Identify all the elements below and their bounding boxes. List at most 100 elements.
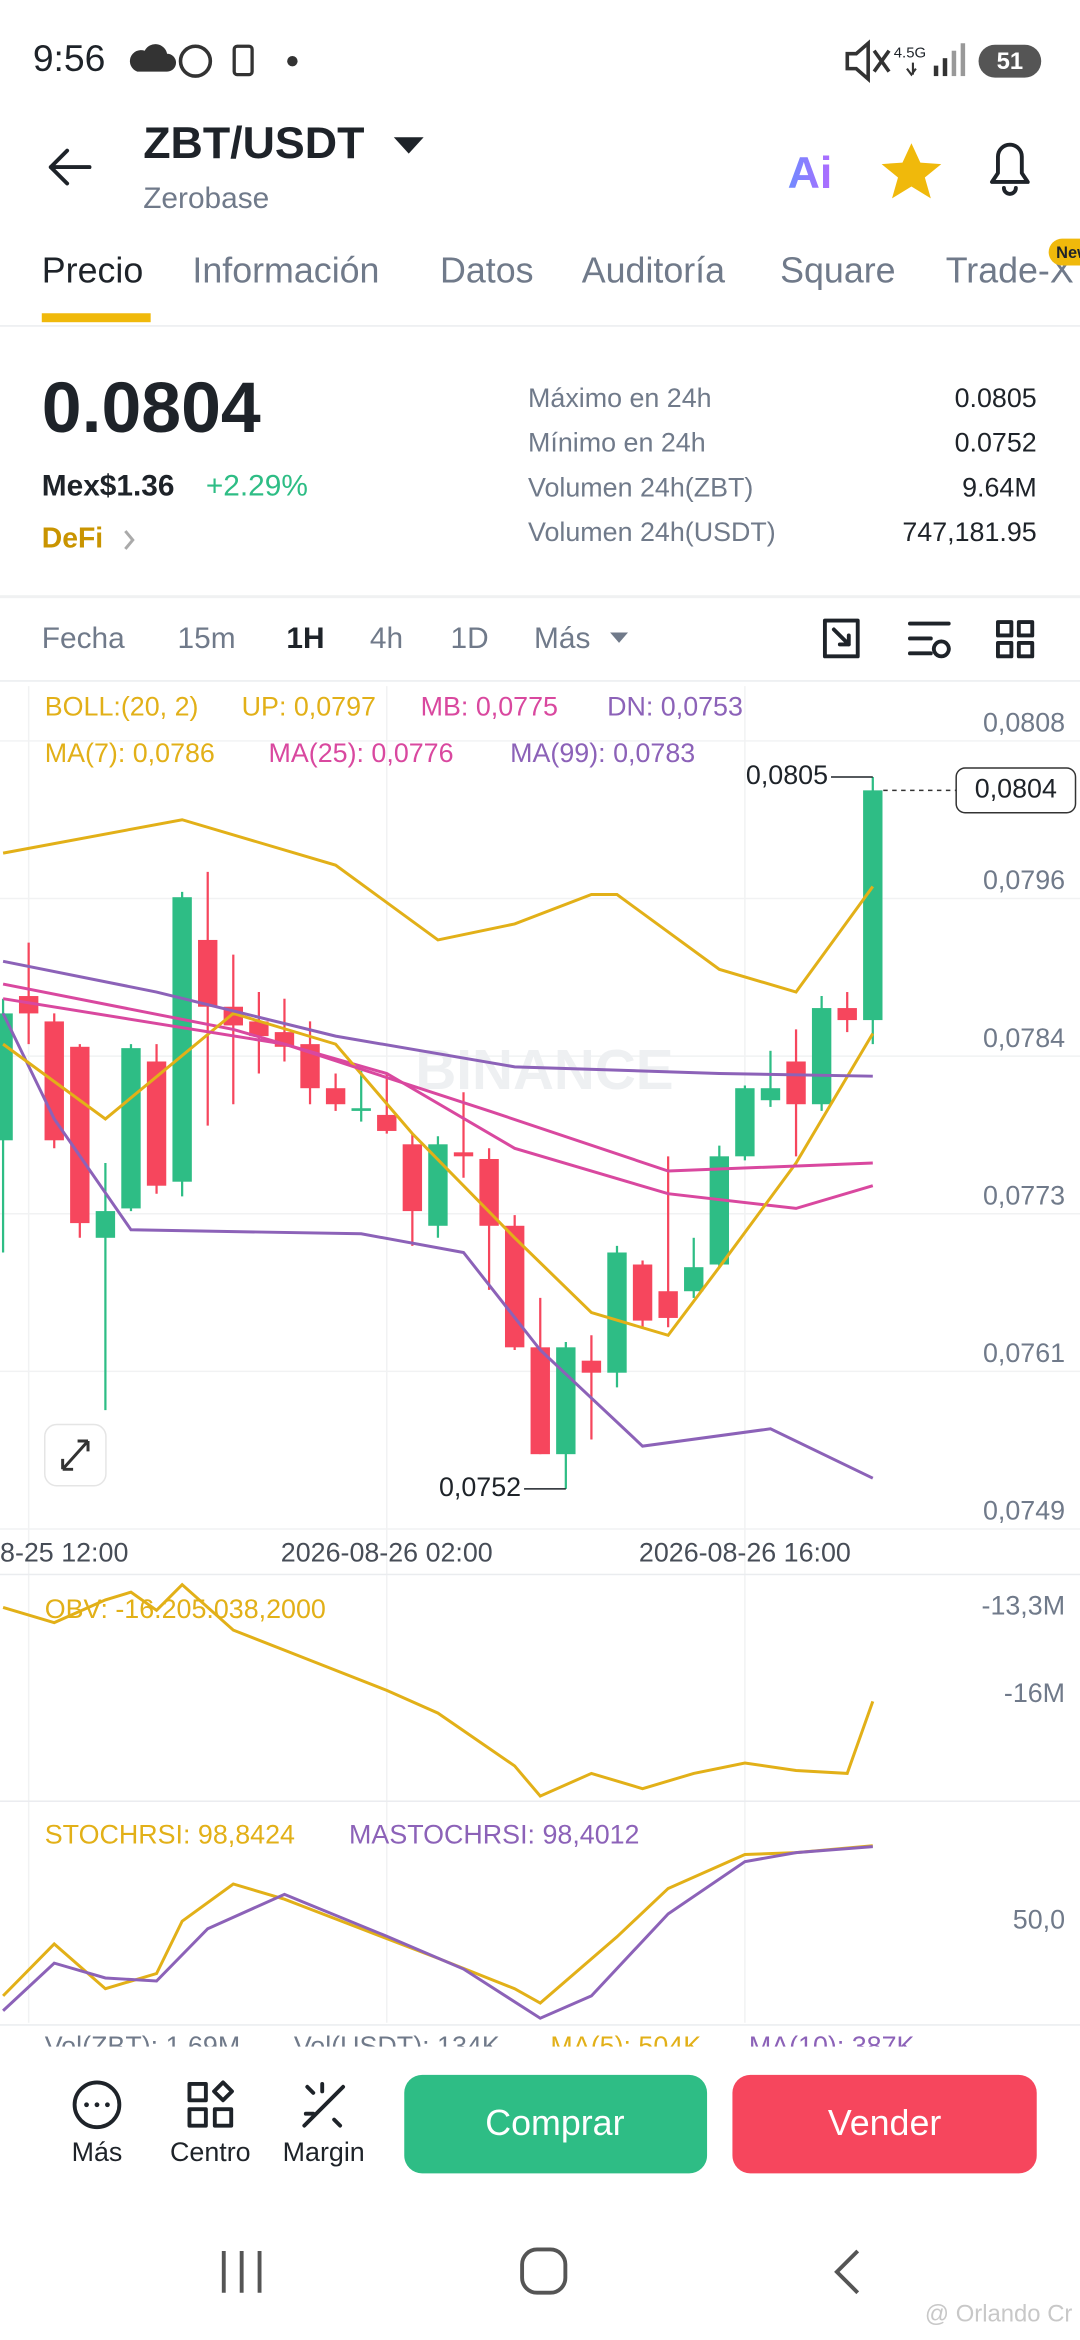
candle-body (709, 1156, 730, 1265)
signal-bar (942, 58, 948, 77)
interval[interactable]: 1H (286, 622, 324, 655)
indicator-line (2, 1844, 873, 2005)
divider (0, 2024, 1080, 2026)
candle-body (377, 1114, 397, 1131)
y-tick-label: 50,0 (1013, 1904, 1065, 1934)
mute-icon (845, 39, 891, 84)
indicator-line (2, 959, 873, 1078)
signal-bar (951, 50, 957, 77)
divider (0, 1573, 1080, 1576)
divider (0, 680, 1080, 682)
x-tick-label: 8-25 12:00 (0, 1537, 128, 1567)
tab[interactable]: Square (780, 250, 895, 290)
candle-body (837, 1008, 857, 1021)
candle-body (530, 1347, 550, 1455)
action-label[interactable]: Margin (283, 2137, 365, 2167)
margin-icon[interactable] (302, 2081, 346, 2128)
action-label[interactable]: Centro (170, 2137, 251, 2167)
action-label[interactable]: Más (72, 2137, 123, 2167)
network-type: 4.5G (894, 46, 926, 62)
indicator-legend: UP: 0,0797 (242, 692, 376, 722)
divider (0, 1800, 1080, 1802)
whatsapp-icon (178, 44, 213, 78)
tab[interactable]: Información (192, 250, 379, 290)
signal-bar (933, 65, 939, 77)
indicator-line (2, 1582, 875, 1798)
y-tick-label: 0,0749 (983, 1496, 1065, 1526)
candle-body (760, 1088, 781, 1101)
candle-body (658, 1291, 678, 1318)
price-change: +2.29% (206, 470, 308, 503)
interval[interactable]: 15m (178, 622, 236, 655)
tab[interactable]: Auditoría (582, 250, 725, 290)
x-tick-label: 2026-08-26 16:00 (639, 1537, 851, 1567)
stat-label: Volumen 24h(USDT) (528, 517, 776, 547)
y-tick-label: 0,0796 (983, 865, 1065, 895)
indicator-legend: MA(25): 0,0776 (269, 738, 454, 768)
pair-title[interactable]: ZBT/USDT (143, 118, 364, 168)
stat-label: Volumen 24h(ZBT) (528, 472, 753, 502)
favorite-star[interactable] (881, 143, 942, 199)
candle-body (479, 1158, 499, 1226)
new-badge-text: New (1056, 244, 1080, 262)
more-dot (105, 2102, 110, 2108)
last-price-label: 0,0804 (975, 773, 1057, 803)
battery-level: 51 (997, 48, 1024, 75)
nav-home[interactable] (520, 2247, 568, 2295)
pair-dropdown[interactable] (393, 137, 424, 154)
tab[interactable]: Datos (440, 250, 534, 290)
nav-recents[interactable] (221, 2250, 262, 2293)
chart-tool[interactable] (822, 618, 860, 659)
signal-bar (960, 43, 966, 77)
candle-body (18, 996, 39, 1014)
indicator-legend: STOCHRSI: 98,8424 (45, 1819, 295, 1849)
y-tick-label: 0,0784 (983, 1023, 1065, 1053)
candle-body (402, 1144, 423, 1212)
y-tick-label: -16M (1004, 1678, 1065, 1708)
candle-body (811, 1008, 832, 1105)
candle-body (504, 1225, 525, 1348)
alert-bell[interactable] (990, 142, 1030, 196)
interval[interactable]: 1D (450, 622, 488, 655)
indicator-legend: OBV: -16.205.038,2000 (45, 1594, 326, 1624)
candle-body (863, 790, 883, 1021)
indicator-legend: DN: 0,0753 (607, 692, 743, 722)
candle-body (121, 1048, 141, 1209)
candle-body (198, 939, 218, 1007)
indicator-legend: MA(99): 0,0783 (510, 738, 695, 768)
candle-body (351, 1108, 371, 1111)
chevron (124, 530, 135, 550)
candle-body (95, 1211, 116, 1238)
low-label: 0,0752 (439, 1472, 521, 1502)
candle-body (786, 1061, 806, 1105)
indicator-legend: MASTOCHRSI: 98,4012 (349, 1819, 639, 1849)
stat-value: 0.0805 (955, 383, 1037, 413)
indicator-tool[interactable] (907, 621, 951, 659)
x-tick-label: 2026-08-26 02:00 (281, 1537, 493, 1567)
tab[interactable]: Precio (42, 250, 143, 290)
buy-label[interactable]: Comprar (485, 2103, 624, 2143)
expand-icon (61, 1439, 90, 1471)
nav-back[interactable] (834, 2249, 860, 2295)
sector-tag[interactable]: DeFi (42, 522, 103, 554)
battery (978, 44, 1042, 78)
more-dropdown[interactable] (610, 632, 629, 643)
candle-body (581, 1360, 602, 1373)
divider (0, 325, 1080, 327)
interval[interactable]: Más (534, 622, 590, 655)
ai-button[interactable]: Ai (788, 148, 833, 198)
last-price: 0.0804 (42, 368, 261, 448)
indicator-line (2, 982, 874, 1210)
interval[interactable]: Fecha (42, 622, 125, 655)
layout-tool[interactable] (996, 620, 1035, 659)
center-icon[interactable] (187, 2080, 234, 2128)
sell-button[interactable] (732, 2074, 1037, 2174)
more-icon[interactable] (72, 2080, 122, 2130)
more-dot (94, 2102, 100, 2108)
candle-body (632, 1264, 653, 1321)
buy-button[interactable] (404, 2074, 708, 2174)
sell-label[interactable]: Vender (828, 2103, 942, 2143)
back-button[interactable] (48, 148, 92, 186)
interval[interactable]: 4h (370, 622, 403, 655)
candle-body (70, 1046, 90, 1224)
